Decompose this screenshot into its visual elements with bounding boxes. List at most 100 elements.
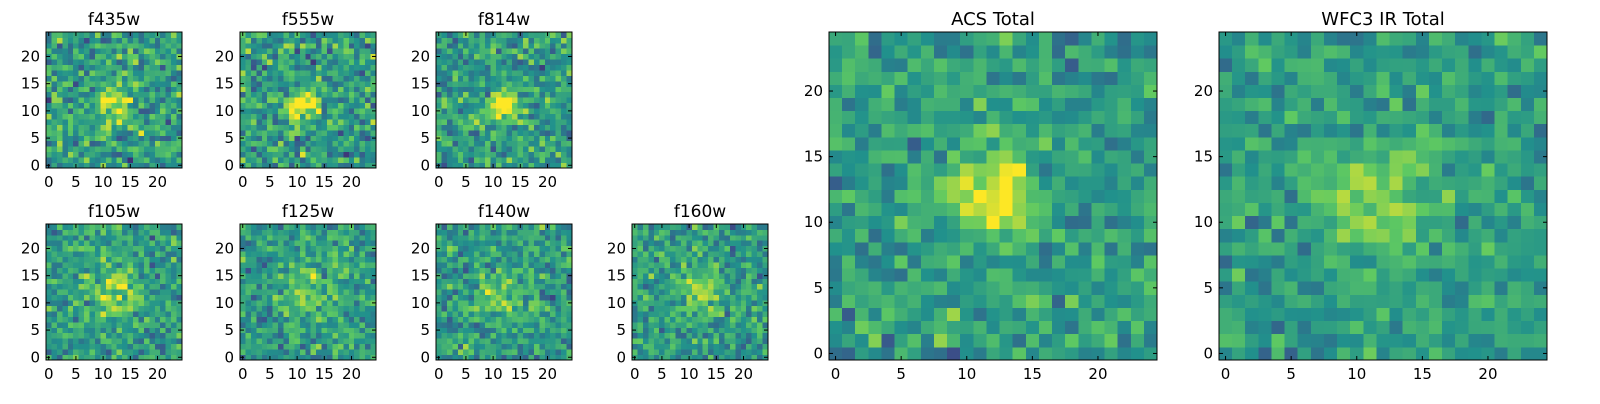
- heatmap-cell: [128, 268, 134, 274]
- heatmap-cell: [895, 150, 909, 164]
- heatmap-cell: [496, 327, 502, 333]
- heatmap-cell: [245, 92, 251, 98]
- heatmap-cell: [507, 114, 513, 120]
- heatmap-cell: [144, 273, 150, 279]
- heatmap-cell: [322, 268, 328, 274]
- x-tick-label: 5: [265, 365, 275, 383]
- heatmap-cell: [354, 268, 360, 274]
- heatmap-cell: [659, 311, 665, 317]
- heatmap-cell: [463, 48, 469, 54]
- heatmap-cell: [349, 295, 355, 301]
- heatmap-cell: [730, 273, 736, 279]
- heatmap-cell: [365, 251, 371, 257]
- heatmap-cell: [469, 32, 475, 38]
- heatmap-cell: [550, 316, 556, 322]
- heatmap-cell: [757, 349, 763, 355]
- heatmap-cell: [973, 255, 987, 269]
- heatmap-cell: [57, 306, 63, 312]
- f160w-title: f160w: [674, 202, 726, 222]
- heatmap-cell: [155, 235, 161, 241]
- heatmap-cell: [343, 37, 349, 43]
- heatmap-cell: [138, 130, 144, 136]
- heatmap-cell: [354, 37, 360, 43]
- y-tick-label: 20: [411, 239, 430, 257]
- heatmap-cell: [84, 333, 90, 339]
- heatmap-cell: [166, 229, 172, 235]
- heatmap-cell: [637, 344, 643, 350]
- heatmap-cell: [106, 108, 112, 114]
- heatmap-cell: [490, 92, 496, 98]
- heatmap-cell: [95, 37, 101, 43]
- heatmap-cell: [474, 86, 480, 92]
- heatmap-cell: [447, 349, 453, 355]
- heatmap-cell: [1052, 176, 1066, 190]
- heatmap-cell: [523, 135, 529, 141]
- heatmap-cell: [100, 76, 106, 82]
- heatmap-cell: [528, 43, 534, 49]
- heatmap-cell: [1052, 242, 1066, 256]
- heatmap-cell: [332, 86, 338, 92]
- heatmap-cell: [528, 311, 534, 317]
- heatmap-cell: [106, 284, 112, 290]
- heatmap-cell: [895, 163, 909, 177]
- heatmap-cell: [714, 289, 720, 295]
- heatmap-cell: [278, 311, 284, 317]
- heatmap-cell: [714, 284, 720, 290]
- heatmap-cell: [100, 268, 106, 274]
- heatmap-cell: [697, 262, 703, 268]
- y-tick-label: 5: [224, 321, 234, 339]
- heatmap-cell: [122, 54, 128, 60]
- heatmap-cell: [539, 65, 545, 71]
- heatmap-cell: [855, 294, 869, 308]
- heatmap-cell: [46, 306, 52, 312]
- heatmap-cell: [659, 229, 665, 235]
- heatmap-cell: [741, 300, 747, 306]
- heatmap-cell: [480, 284, 486, 290]
- heatmap-cell: [697, 344, 703, 350]
- heatmap-cell: [1131, 281, 1145, 295]
- heatmap-cell: [507, 224, 513, 230]
- heatmap-cell: [294, 130, 300, 136]
- heatmap-cell: [144, 257, 150, 263]
- f555w-cells: [240, 32, 376, 168]
- heatmap-cell: [485, 229, 491, 235]
- heatmap-cell: [463, 344, 469, 350]
- heatmap-cell: [534, 284, 540, 290]
- heatmap-cell: [166, 65, 172, 71]
- heatmap-cell: [752, 278, 758, 284]
- heatmap-cell: [436, 229, 442, 235]
- heatmap-cell: [697, 316, 703, 322]
- heatmap-cell: [676, 316, 682, 322]
- heatmap-cell: [714, 240, 720, 246]
- heatmap-cell: [496, 59, 502, 65]
- y-tick-label: 10: [411, 102, 430, 120]
- heatmap-cell: [735, 289, 741, 295]
- heatmap-cell: [305, 146, 311, 152]
- heatmap-cell: [659, 316, 665, 322]
- heatmap-cell: [289, 130, 295, 136]
- heatmap-cell: [273, 152, 279, 158]
- heatmap-cell: [474, 327, 480, 333]
- heatmap-cell: [539, 268, 545, 274]
- heatmap-cell: [57, 284, 63, 290]
- heatmap-cell: [921, 216, 935, 230]
- heatmap-cell: [724, 224, 730, 230]
- heatmap-cell: [245, 108, 251, 114]
- heatmap-cell: [1013, 268, 1027, 282]
- heatmap-cell: [311, 284, 317, 290]
- heatmap-cell: [365, 54, 371, 60]
- heatmap-cell: [730, 251, 736, 257]
- heatmap-cell: [735, 295, 741, 301]
- heatmap-cell: [300, 86, 306, 92]
- heatmap-cell: [654, 273, 660, 279]
- heatmap-cell: [561, 235, 567, 241]
- heatmap-cell: [908, 281, 922, 295]
- heatmap-cell: [122, 114, 128, 120]
- heatmap-cell: [144, 81, 150, 87]
- heatmap-cell: [155, 295, 161, 301]
- heatmap-cell: [360, 316, 366, 322]
- heatmap-cell: [436, 257, 442, 263]
- heatmap-cell: [300, 43, 306, 49]
- heatmap-cell: [57, 327, 63, 333]
- heatmap-cell: [240, 152, 246, 158]
